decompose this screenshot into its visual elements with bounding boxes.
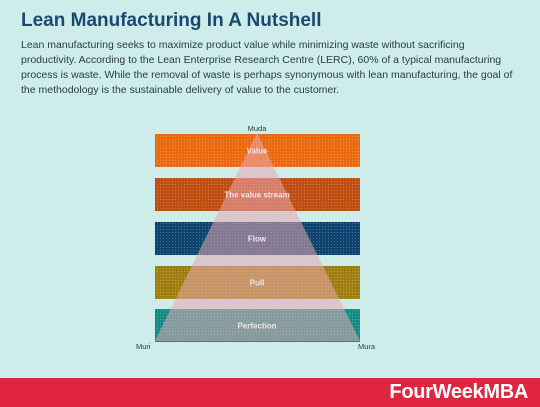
layer-labels: Value The value stream Flow Pull Perfection <box>224 147 289 331</box>
footer-bar: FourWeekMBA <box>0 378 540 407</box>
layer-label-3: Flow <box>248 235 267 244</box>
layer-label-1: Value <box>247 147 268 156</box>
muda-label: Muda <box>248 124 268 133</box>
layer-label-5: Perfection <box>237 322 276 331</box>
waste-triangle <box>155 133 360 341</box>
muri-label: Muri <box>136 342 151 351</box>
page-title: Lean Manufacturing In A Nutshell <box>21 10 322 31</box>
layer-label-4: Pull <box>250 279 265 288</box>
mura-label: Mura <box>358 342 376 351</box>
layer-label-2: The value stream <box>224 191 289 200</box>
brand-logo: FourWeekMBA <box>389 381 528 403</box>
intro-paragraph: Lean manufacturing seeks to maximize pro… <box>21 39 513 96</box>
